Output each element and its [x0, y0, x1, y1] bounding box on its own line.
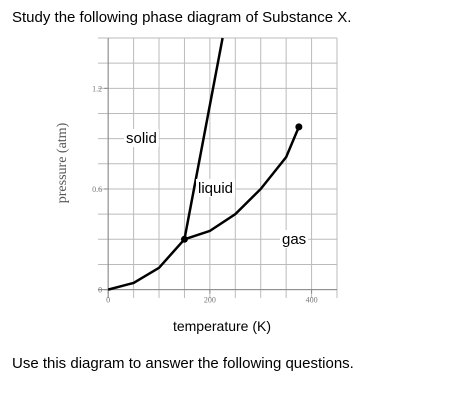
x-tick-label: 400: [306, 296, 318, 305]
region-label: liquid: [198, 180, 233, 197]
annotation-bg: [124, 129, 159, 147]
x-tick-label: 200: [204, 296, 216, 305]
phase-boundary: [107, 238, 186, 291]
phase-boundary: [184, 126, 301, 241]
region-label: gas: [282, 231, 306, 248]
question-footer: Use this diagram to answer the following…: [12, 355, 354, 372]
y-tick-label: 1.2: [92, 84, 102, 93]
plot: 0 200 400 0 0.6 1.2 solid liquid gas: [92, 37, 338, 305]
region-label: solid: [126, 130, 157, 147]
y-tick-label: 0: [98, 286, 102, 295]
question-title: Study the following phase diagram of Sub…: [12, 9, 351, 26]
annotation-bg: [196, 179, 236, 197]
phase-point: [180, 235, 188, 243]
annotation-bg: [280, 230, 309, 248]
x-tick-label: 0: [106, 296, 110, 305]
y-axis-label: pressure (atm): [55, 122, 70, 203]
y-tick-label: 0.6: [92, 185, 102, 194]
x-axis-label: temperature (K): [173, 318, 271, 334]
phase-point: [295, 123, 303, 131]
phase-boundary: [183, 37, 224, 240]
